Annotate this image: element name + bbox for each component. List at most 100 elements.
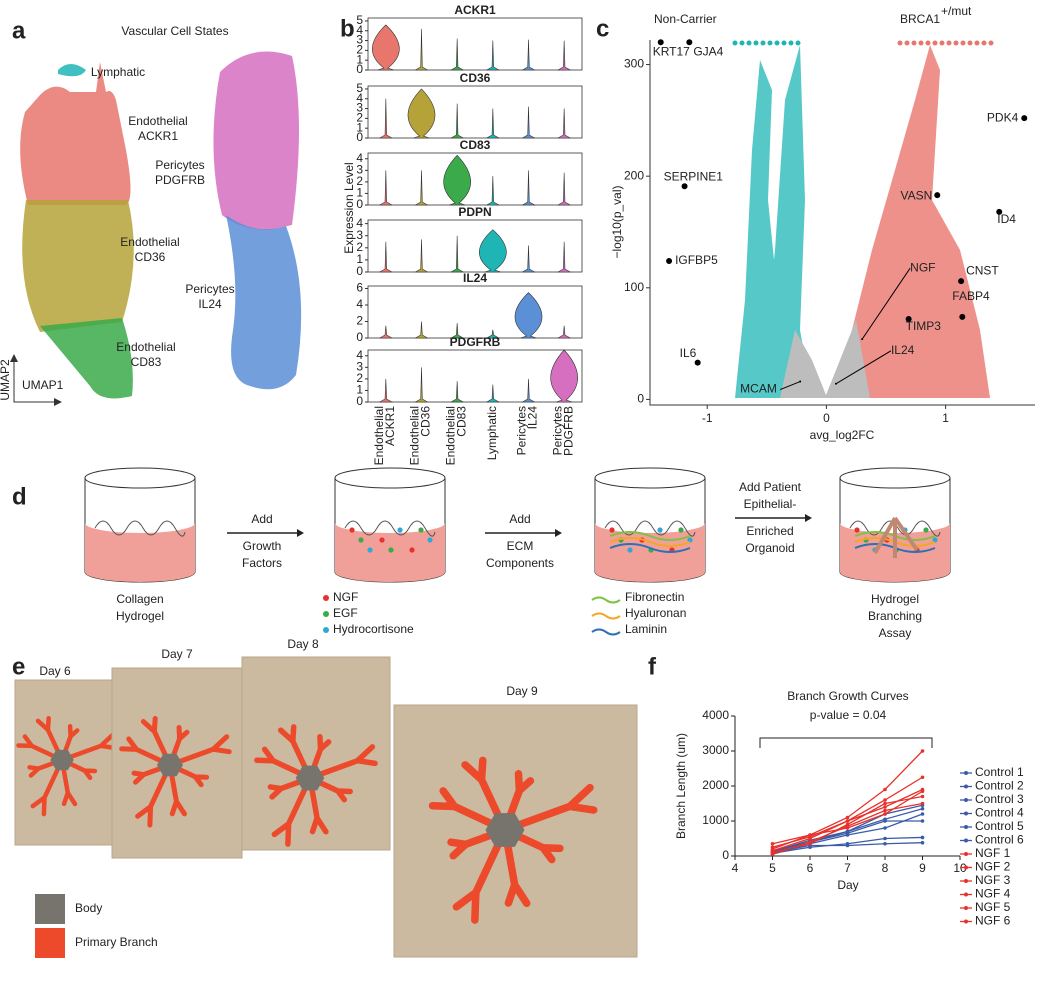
y-tick-label: 100 — [624, 280, 644, 294]
panel-letter: c — [596, 15, 609, 42]
ecm-fiber — [609, 543, 691, 553]
dish-rim — [839, 467, 951, 489]
marker — [845, 833, 850, 837]
y-axis-label: −log10(p_val) — [610, 185, 624, 258]
umap-cluster — [40, 318, 133, 399]
step-label: Components — [486, 556, 554, 570]
annotation: p-value = 0.04 — [810, 708, 887, 722]
axis-label: UMAP1 — [22, 378, 64, 392]
step-label: Factors — [242, 556, 282, 570]
branch — [254, 746, 313, 781]
step-label: Add Patient — [739, 480, 802, 494]
legend-label: Hyaluronan — [625, 606, 686, 620]
point — [1021, 115, 1028, 122]
violin-frame — [367, 219, 583, 273]
point-label: ID4 — [997, 212, 1016, 226]
organoid — [873, 516, 919, 558]
point — [996, 208, 1003, 215]
leader-line — [861, 267, 911, 340]
point — [694, 359, 701, 366]
violin-frame — [367, 85, 583, 139]
day-label: Day 6 — [39, 664, 71, 678]
branch — [135, 762, 173, 828]
fibers — [849, 520, 941, 537]
point-label: IL6 — [680, 346, 697, 360]
cluster-label: PDGFRB — [155, 173, 205, 187]
y-tick-label: 4 — [356, 216, 363, 230]
branch — [119, 736, 173, 768]
legend-label: NGF 1 — [975, 846, 1011, 860]
violin — [485, 176, 500, 206]
dish-rim — [334, 467, 446, 489]
marker — [883, 798, 887, 802]
violin-frame — [367, 285, 583, 339]
marker — [883, 841, 887, 846]
particle — [854, 527, 860, 533]
violin — [521, 378, 536, 403]
arrow — [10, 354, 62, 406]
day-label: Day 7 — [161, 647, 193, 661]
point-label: VASN — [900, 188, 932, 202]
marker — [770, 850, 775, 855]
y-tick-label: 300 — [624, 57, 644, 71]
legend-dot — [323, 595, 329, 601]
organoid — [254, 724, 378, 847]
y-tick-label: 1 — [356, 383, 363, 397]
y-tick-label: 2 — [356, 240, 363, 254]
cloud — [845, 45, 990, 398]
step-label: Add — [509, 512, 530, 526]
legend-label: Control 6 — [975, 833, 1024, 847]
caption: Hydrogel — [871, 592, 919, 606]
violin — [485, 40, 500, 71]
umap-cluster — [58, 64, 86, 77]
violin — [514, 292, 543, 339]
caption: Branching — [868, 609, 922, 623]
marker — [845, 815, 850, 820]
step-label: Growth — [243, 539, 282, 553]
violin — [378, 98, 393, 139]
group-label: Non-Carrier — [654, 12, 717, 26]
y-tick-label: 5 — [356, 13, 363, 27]
umap-title: Vascular Cell States — [121, 24, 228, 38]
cluster-label: CD36 — [135, 250, 166, 264]
body — [485, 813, 525, 847]
y-tick-label: 6 — [356, 281, 363, 295]
y-tick-label: 5 — [356, 81, 363, 95]
y-tick-label: 0 — [356, 394, 363, 408]
step-label: ECM — [507, 539, 534, 553]
particle — [349, 527, 355, 533]
x-tick-label: CD36 — [419, 406, 433, 437]
violin-title: PDGFRB — [450, 335, 501, 349]
organoid — [428, 756, 598, 924]
cluster-label: ACKR1 — [138, 129, 178, 143]
point — [959, 313, 966, 320]
point — [681, 183, 688, 190]
x-tick-label: Pericytes — [550, 406, 564, 455]
cluster-label: IL24 — [198, 297, 222, 311]
branch — [452, 826, 509, 924]
legend-label: NGF 4 — [975, 887, 1011, 901]
violin — [485, 329, 500, 339]
marker — [920, 819, 925, 823]
cluster-label: Endothelial — [128, 114, 187, 128]
legend-marker — [964, 906, 968, 910]
particle — [358, 537, 364, 543]
y-tick-label: 0 — [637, 392, 644, 406]
y-tick-label: 0 — [356, 330, 363, 344]
violin — [557, 241, 572, 273]
marker — [770, 847, 775, 851]
violin — [521, 39, 536, 71]
caption: Collagen — [116, 592, 163, 606]
step-label: Enriched — [746, 524, 793, 538]
point — [666, 258, 673, 265]
x-tick-label: -1 — [702, 411, 713, 425]
legend-marker — [964, 784, 968, 789]
x-tick-label: IL24 — [526, 406, 540, 430]
violin — [378, 378, 393, 403]
violin-title: ACKR1 — [454, 3, 496, 17]
branch — [59, 732, 118, 763]
legend-line — [591, 628, 621, 636]
branch — [59, 757, 78, 807]
legend-marker — [964, 838, 968, 843]
marker — [845, 819, 850, 823]
